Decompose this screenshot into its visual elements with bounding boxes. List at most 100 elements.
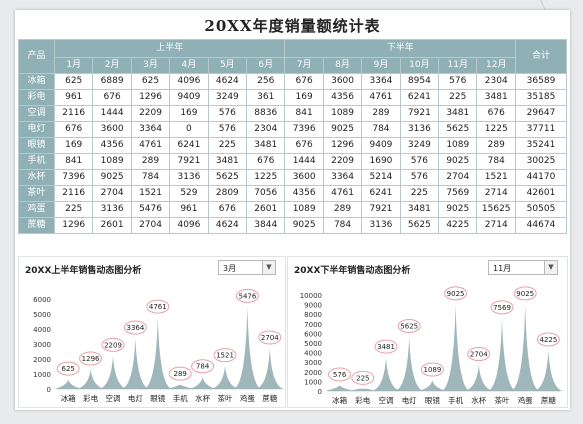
value-cell: 1521 <box>130 185 171 202</box>
area-peak <box>464 365 494 391</box>
total-cell: 35241 <box>515 137 567 154</box>
area-peak <box>233 306 262 389</box>
value-cell: 2809 <box>207 185 248 202</box>
x-tick-label: 空调 <box>106 393 121 403</box>
second-half-month-select[interactable]: 11月 ▼ <box>488 260 558 275</box>
value-cell: 5625 <box>399 217 440 234</box>
value-cell: 3481 <box>246 137 286 154</box>
value-cell: 4356 <box>92 137 132 154</box>
value-cell: 676 <box>207 201 248 218</box>
data-label-bubble <box>328 367 352 382</box>
month-header: 6月 <box>246 57 286 74</box>
value-cell: 3481 <box>207 153 248 170</box>
value-cell: 9025 <box>322 121 363 138</box>
value-cell: 676 <box>92 89 132 106</box>
x-tick-label: 眼镜 <box>425 395 440 405</box>
value-cell: 576 <box>207 121 248 138</box>
data-label-bubble <box>374 339 398 354</box>
data-label-bubble <box>467 347 491 362</box>
value-cell: 225 <box>399 185 440 202</box>
value-cell: 256 <box>246 73 286 90</box>
value-cell: 1089 <box>322 105 363 122</box>
sales-table: 产品 上半年 下半年 合计 1月 2月 3月 4月 5月 6月 7月 8月 9月 10月 11月 12… <box>18 39 567 234</box>
data-label-bubble <box>191 359 215 374</box>
value-cell: 169 <box>53 137 94 154</box>
data-label: 4761 <box>149 303 167 311</box>
data-label: 5476 <box>238 292 256 300</box>
value-cell: 576 <box>438 73 478 90</box>
value-cell: 5625 <box>207 169 248 186</box>
value-cell: 4624 <box>207 217 248 234</box>
data-label-bubble <box>213 348 237 363</box>
value-cell: 529 <box>169 185 209 202</box>
value-cell: 1444 <box>92 105 132 122</box>
value-cell: 2704 <box>438 169 478 186</box>
data-label: 576 <box>333 371 347 379</box>
data-label: 9025 <box>447 290 465 298</box>
chevron-down-icon[interactable]: ▼ <box>262 261 275 274</box>
value-cell: 2601 <box>92 217 132 234</box>
value-cell: 4096 <box>169 217 209 234</box>
first-half-header: 上半年 <box>53 39 286 58</box>
data-label-bubble <box>351 370 375 385</box>
value-cell: 1690 <box>361 153 401 170</box>
y-tick-label: 5000 <box>33 311 51 319</box>
area-peak <box>188 377 217 389</box>
value-cell: 3136 <box>399 121 440 138</box>
data-label: 289 <box>174 370 187 378</box>
value-cell: 6241 <box>399 89 440 106</box>
value-cell: 7396 <box>284 121 324 138</box>
value-cell: 9025 <box>438 153 478 170</box>
value-cell: 5214 <box>361 169 401 186</box>
y-tick-label: 6000 <box>304 330 322 338</box>
x-tick-label: 电灯 <box>402 395 417 405</box>
y-tick-label: 4000 <box>304 350 322 358</box>
area-peak <box>121 338 150 389</box>
value-cell: 225 <box>53 201 94 218</box>
data-label: 9025 <box>516 290 534 298</box>
data-label: 5625 <box>400 323 418 331</box>
total-cell: 29647 <box>515 105 567 122</box>
value-cell: 2704 <box>92 185 132 202</box>
table-row: 冰箱 625 6889 625 4096 4624 256 676 3600 3364 8954 57… <box>18 73 567 90</box>
value-cell: 576 <box>399 169 440 186</box>
value-cell: 361 <box>246 89 286 106</box>
product-name-cell: 彩电 <box>18 89 55 106</box>
value-cell: 4761 <box>322 185 363 202</box>
value-cell: 2714 <box>476 185 516 202</box>
value-cell: 7921 <box>399 105 440 122</box>
area-peak <box>143 317 172 389</box>
page-title: 20XX年度销量额统计表 <box>204 17 381 35</box>
product-name-cell: 电灯 <box>18 121 55 138</box>
value-cell: 625 <box>53 73 94 90</box>
month-header: 8月 <box>322 57 363 74</box>
table-row: 电灯 676 3600 3364 0 576 2304 7396 9025 784 3136 5625… <box>18 121 567 138</box>
data-label-bubble <box>123 320 147 335</box>
area-peak <box>348 388 378 391</box>
month-header: 11月 <box>438 57 478 74</box>
spreadsheet-sheet: 20XX年度销量额统计表 产品 上半年 下半年 合计 1月 2月 3月 4月 5月 6月 7… <box>15 10 570 410</box>
x-tick-label: 手机 <box>448 395 463 405</box>
y-tick-label: 0 <box>47 386 51 394</box>
data-label-bubble <box>146 299 170 314</box>
data-label-bubble <box>490 300 514 315</box>
value-cell: 289 <box>476 137 516 154</box>
value-cell: 784 <box>476 153 516 170</box>
y-tick-label: 2000 <box>304 369 322 377</box>
y-tick-label: 2000 <box>33 356 51 364</box>
chevron-down-icon[interactable]: ▼ <box>544 261 557 274</box>
product-name-cell: 鸡蛋 <box>18 201 55 218</box>
product-name-cell: 冰箱 <box>18 73 55 90</box>
value-cell: 7921 <box>169 153 209 170</box>
value-cell: 3249 <box>399 137 440 154</box>
first-half-month-select[interactable]: 3月 ▼ <box>218 260 276 275</box>
area-peak <box>418 380 447 391</box>
second-half-month-value: 11月 <box>493 264 512 273</box>
value-cell: 6889 <box>92 73 132 90</box>
value-cell: 8954 <box>399 73 440 90</box>
value-cell: 4356 <box>284 185 324 202</box>
area-peak <box>510 304 540 391</box>
value-cell: 576 <box>399 153 440 170</box>
y-tick-label: 5000 <box>304 340 322 348</box>
area-peak <box>534 350 563 391</box>
